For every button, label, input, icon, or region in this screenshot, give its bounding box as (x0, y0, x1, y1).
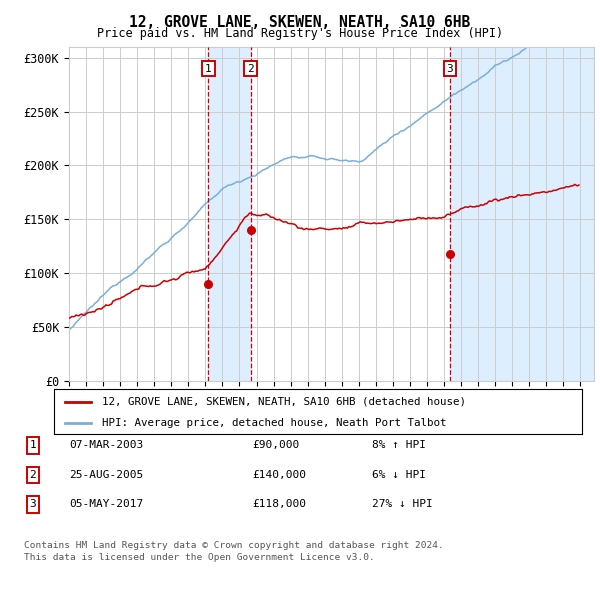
Bar (450, 47, 594, 381)
Text: 25-AUG-2005: 25-AUG-2005 (69, 470, 143, 480)
Text: 2: 2 (29, 470, 37, 480)
Text: 3: 3 (29, 500, 37, 509)
Text: HPI: Average price, detached house, Neath Port Talbot: HPI: Average price, detached house, Neat… (101, 418, 446, 428)
Text: 1: 1 (29, 441, 37, 450)
Text: £140,000: £140,000 (252, 470, 306, 480)
Text: Contains HM Land Registry data © Crown copyright and database right 2024.: Contains HM Land Registry data © Crown c… (24, 541, 444, 550)
Text: 1: 1 (205, 64, 212, 74)
Text: 6% ↓ HPI: 6% ↓ HPI (372, 470, 426, 480)
Text: £118,000: £118,000 (252, 500, 306, 509)
Text: 3: 3 (446, 64, 454, 74)
Text: Price paid vs. HM Land Registry's House Price Index (HPI): Price paid vs. HM Land Registry's House … (97, 27, 503, 40)
Bar (208, 47, 251, 381)
Text: 12, GROVE LANE, SKEWEN, NEATH, SA10 6HB (detached house): 12, GROVE LANE, SKEWEN, NEATH, SA10 6HB … (101, 397, 466, 407)
Text: 2: 2 (247, 64, 254, 74)
Text: This data is licensed under the Open Government Licence v3.0.: This data is licensed under the Open Gov… (24, 553, 375, 562)
Text: £90,000: £90,000 (252, 441, 299, 450)
Text: 27% ↓ HPI: 27% ↓ HPI (372, 500, 433, 509)
Text: 8% ↑ HPI: 8% ↑ HPI (372, 441, 426, 450)
Text: 05-MAY-2017: 05-MAY-2017 (69, 500, 143, 509)
Text: 12, GROVE LANE, SKEWEN, NEATH, SA10 6HB: 12, GROVE LANE, SKEWEN, NEATH, SA10 6HB (130, 15, 470, 30)
Text: 07-MAR-2003: 07-MAR-2003 (69, 441, 143, 450)
